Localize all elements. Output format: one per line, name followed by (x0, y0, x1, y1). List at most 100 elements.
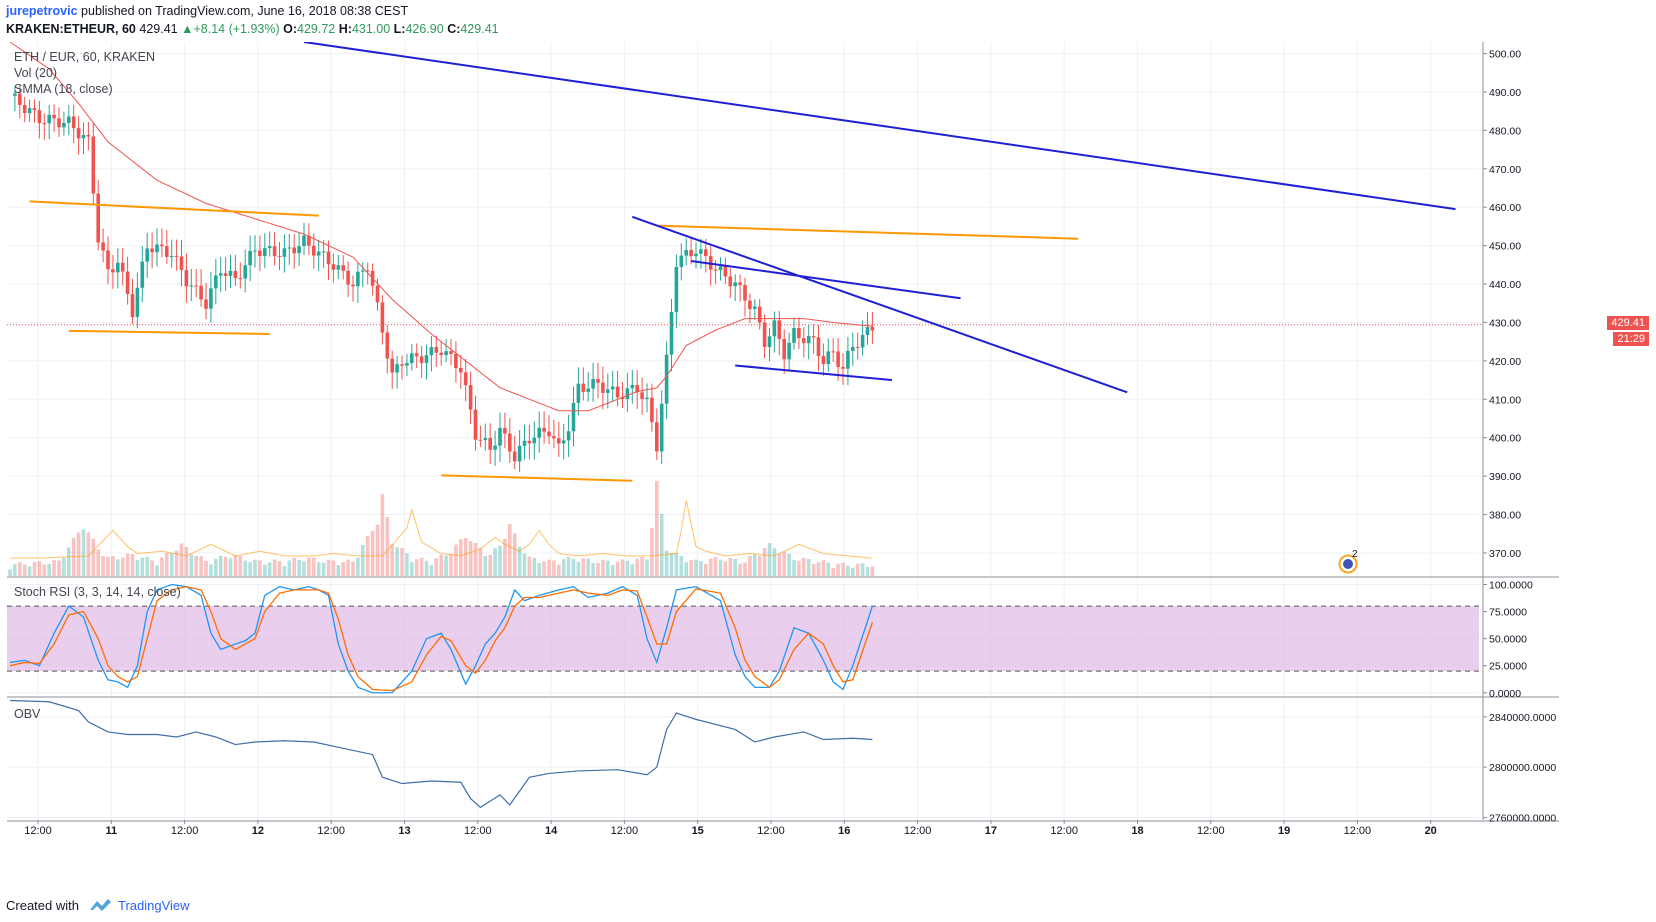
candle-body (527, 440, 532, 444)
volume-bar (42, 564, 47, 576)
candle-body (846, 350, 850, 369)
candle-body (111, 269, 115, 273)
volume-bar (116, 559, 120, 576)
obv-legend[interactable]: OBV (14, 707, 41, 721)
price-axis-label: 2840000.0000 (1489, 712, 1556, 724)
candle-body (694, 253, 698, 257)
time-axis-label: 18 (1131, 825, 1143, 837)
author-link[interactable]: jurepetrovic (6, 4, 78, 18)
volume-bar (454, 544, 458, 576)
candle-body (836, 351, 840, 367)
candle-body (101, 242, 105, 251)
symbol-label[interactable]: KRAKEN:ETHEUR, 60 (6, 22, 136, 36)
candle-body (645, 397, 649, 399)
volume-legend[interactable]: Vol (20) (14, 66, 58, 80)
open-value: 429.72 (297, 22, 336, 36)
candle-body (870, 327, 875, 331)
volume-bar (179, 543, 184, 576)
candle-body (664, 354, 669, 404)
volume-bar (659, 513, 664, 576)
volume-bar (444, 555, 448, 576)
volume-bar (238, 555, 243, 576)
price-axis-label: 420.00 (1489, 356, 1521, 368)
volume-bar (27, 566, 32, 576)
candle-body (615, 386, 620, 398)
candle-body (125, 271, 130, 295)
volume-bar (870, 566, 875, 576)
candle-body (806, 336, 811, 344)
candle-body (596, 379, 600, 383)
close-value: 429.41 (460, 22, 499, 36)
volume-bar (346, 559, 350, 576)
candle-body (640, 392, 644, 399)
price-axis-label: 450.00 (1489, 241, 1521, 253)
tradingview-brand-link[interactable]: TradingView (118, 898, 190, 913)
volume-bar (738, 563, 742, 576)
time-axis-label: 13 (398, 825, 410, 837)
candle-body (145, 248, 149, 262)
candle-body (488, 437, 492, 450)
volume-bar (498, 545, 502, 576)
volume-bar (757, 555, 762, 576)
chart-canvas[interactable]: 500.00 490.00 480.00 470.00 460.00 450.00 440.… (7, 42, 1649, 890)
volume-bar (512, 533, 517, 576)
candle-body (552, 436, 556, 439)
volume-bar (96, 549, 100, 576)
time-axis-label: 12:00 (1344, 825, 1372, 837)
candle-body (532, 437, 537, 444)
alert-badge[interactable]: 2 (1338, 549, 1360, 574)
candle-body (454, 353, 458, 368)
volume-bar (640, 556, 644, 576)
price-axis-label: 480.00 (1489, 125, 1521, 137)
candle-body (155, 244, 159, 253)
stoch-rsi-legend[interactable]: Stoch RSI (3, 3, 14, 14, close) (14, 585, 181, 599)
price-axis-label: 50.0000 (1489, 634, 1527, 646)
candle-body (557, 438, 561, 444)
smma-legend[interactable]: SMMA (18, close) (14, 82, 113, 96)
volume-bar (552, 560, 556, 576)
volume-bar (576, 561, 581, 576)
volume-bar (228, 558, 233, 576)
volume-bar (468, 541, 473, 576)
candle-body (228, 270, 233, 276)
candle-body (199, 285, 203, 300)
published-info: published on TradingView.com, June 16, 2… (81, 4, 409, 18)
candle-body (718, 266, 723, 271)
tradingview-logo-icon[interactable] (88, 896, 112, 914)
candle-body (728, 276, 733, 287)
candle-body (444, 351, 448, 356)
volume-bar (566, 556, 571, 576)
volume-bar (493, 547, 497, 576)
volume-bar (802, 557, 806, 576)
volume-bar (816, 562, 821, 576)
volume-bar (508, 524, 512, 576)
candle-body (738, 282, 742, 286)
time-axis-label: 12:00 (317, 825, 345, 837)
volume-bar (713, 557, 718, 576)
candle-body (478, 439, 483, 441)
candle-body (792, 328, 796, 343)
candle-body (797, 328, 801, 339)
volume-bar (517, 546, 522, 576)
candle-body (650, 397, 654, 423)
volume-bar (591, 562, 595, 576)
volume-bar (111, 556, 115, 576)
volume-bar (527, 556, 532, 576)
volume-bar (762, 548, 767, 576)
volume-bar (76, 532, 81, 576)
volume-bar (351, 561, 355, 576)
main-pane-title[interactable]: ETH / EUR, 60, KRAKEN (14, 50, 156, 64)
volume-bar (375, 524, 380, 576)
volume-bar (223, 556, 228, 576)
chart-area[interactable]: 500.00 490.00 480.00 470.00 460.00 450.00 440.… (7, 42, 1649, 890)
time-axis-label: 12:00 (757, 825, 785, 837)
volume-bar (419, 557, 424, 576)
volume-bar (581, 558, 586, 576)
obv-line (9, 699, 873, 809)
candle-body (630, 384, 635, 389)
candle-body (517, 445, 522, 462)
candle-body (331, 264, 336, 270)
volume-bar (233, 555, 238, 576)
price-axis-label: 470.00 (1489, 164, 1521, 176)
volume-bar (463, 537, 468, 576)
